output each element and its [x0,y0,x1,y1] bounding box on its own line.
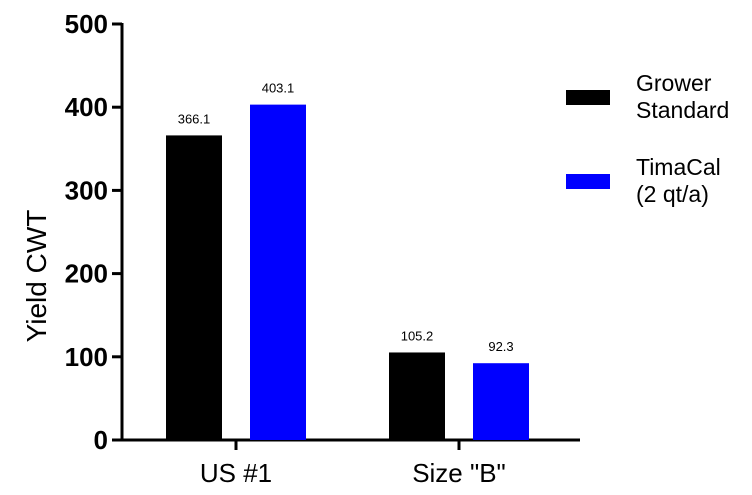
y-tick-label: 400 [65,92,108,122]
y-tick-label: 200 [65,259,108,289]
bars: 366.1 403.1 105.2 92.3 [166,81,529,441]
legend-swatch [566,174,610,189]
legend-label: Grower [636,70,712,96]
data-label: 403.1 [262,81,295,96]
y-tick-label: 100 [65,342,108,372]
legend-label: (2 qt/a) [636,181,709,207]
legend-swatch [566,90,610,105]
data-label: 92.3 [488,339,513,354]
legend-label: TimaCal [636,154,721,180]
legend-label: Standard [636,97,729,123]
data-label: 366.1 [178,111,211,126]
x-tick-label: Size "B" [412,458,506,488]
axes: 0 100 200 300 400 500 US #1 Size "B" [65,9,580,488]
bar [166,135,222,441]
y-tick-label: 0 [94,425,108,455]
bar [250,104,306,441]
y-tick-label: 500 [65,9,108,39]
y-tick-label: 300 [65,175,108,205]
bar [473,363,529,440]
x-tick-label: US #1 [200,458,272,488]
data-label: 105.2 [401,328,434,343]
y-axis-label: Yield CWT [21,210,52,343]
bar [389,352,445,440]
